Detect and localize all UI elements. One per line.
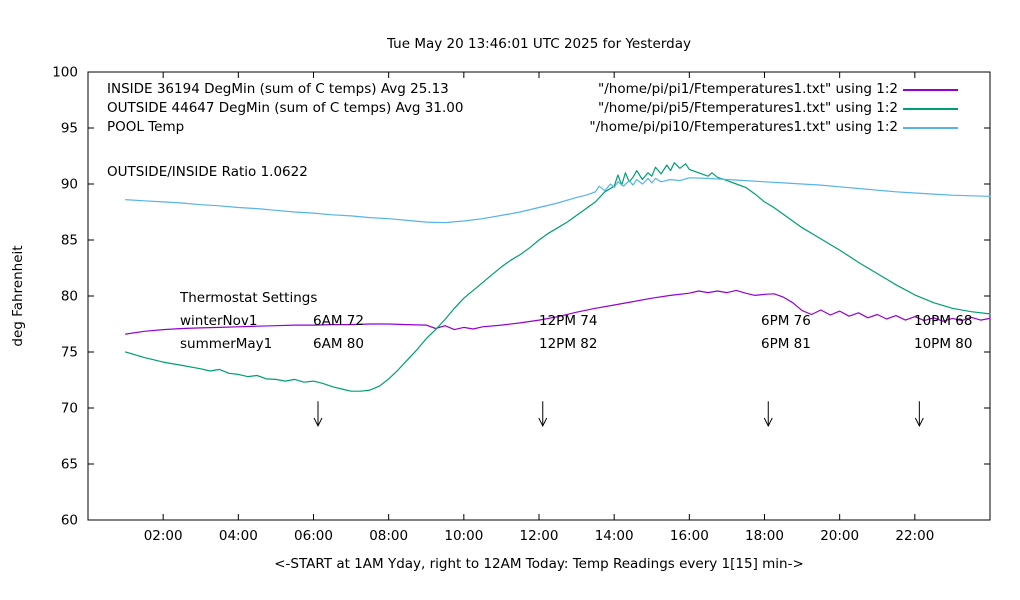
- legend-row-pool: POOL Temp "/home/pi/pi10/Ftemperatures1.…: [0, 119, 1020, 138]
- legend-line-swatch-outside: [903, 108, 958, 110]
- legend-file-outside: "/home/pi/pi5/Ftemperatures1.txt" using …: [598, 100, 898, 116]
- setpoint-arrow-head: [538, 417, 548, 428]
- x-tick-label: 20:00: [820, 528, 859, 544]
- x-tick-label: 06:00: [294, 528, 333, 544]
- y-tick-label: 100: [52, 65, 78, 81]
- legend-file-pool: "/home/pi/pi10/Ftemperatures1.txt" using…: [589, 119, 898, 135]
- thermostat-summer-6am: 6AM 80: [313, 336, 364, 352]
- legend-row-inside: INSIDE 36194 DegMin (sum of C temps) Avg…: [0, 81, 1020, 100]
- y-tick-label: 95: [61, 121, 78, 137]
- x-tick-label: 10:00: [444, 528, 483, 544]
- series-line-inside: [124, 289, 991, 335]
- series-line-pool: [124, 177, 991, 224]
- y-tick-label: 90: [61, 177, 78, 193]
- thermostat-winter-6am: 6AM 72: [313, 313, 364, 329]
- y-tick-label: 65: [61, 457, 78, 473]
- legend-line-swatch-inside: [903, 89, 958, 91]
- legend-file-inside: "/home/pi/pi1/Ftemperatures1.txt" using …: [598, 81, 898, 97]
- x-axis-label: <-START at 1AM Yday, right to 12AM Today…: [274, 556, 804, 572]
- x-tick-label: 18:00: [745, 528, 784, 544]
- legend-label-outside: OUTSIDE 44647 DegMin (sum of C temps) Av…: [107, 100, 464, 116]
- thermostat-summer-6pm: 6PM 81: [761, 336, 811, 352]
- legend-row-outside: OUTSIDE 44647 DegMin (sum of C temps) Av…: [0, 100, 1020, 119]
- legend-label-pool: POOL Temp: [107, 119, 185, 135]
- y-tick-label: 85: [61, 233, 78, 249]
- x-tick-label: 22:00: [895, 528, 934, 544]
- outside-inside-ratio-text: OUTSIDE/INSIDE Ratio 1.0622: [107, 164, 308, 180]
- y-tick-label: 75: [61, 345, 78, 361]
- setpoint-arrow-head: [313, 417, 323, 428]
- y-tick-label: 70: [61, 401, 78, 417]
- thermostat-winter-12pm: 12PM 74: [539, 313, 598, 329]
- y-tick-label: 80: [61, 289, 78, 305]
- thermostat-summer-12pm: 12PM 82: [539, 336, 598, 352]
- setpoint-arrow-head: [914, 417, 924, 428]
- thermostat-summer-10pm: 10PM 80: [914, 336, 973, 352]
- legend-line-swatch-pool: [903, 127, 958, 129]
- x-tick-label: 02:00: [144, 528, 183, 544]
- thermostat-settings-title: Thermostat Settings: [180, 290, 318, 306]
- setpoint-arrow-head: [763, 417, 773, 428]
- legend-label-inside: INSIDE 36194 DegMin (sum of C temps) Avg…: [107, 81, 449, 97]
- x-tick-label: 16:00: [670, 528, 709, 544]
- chart-title: Tue May 20 13:46:01 UTC 2025 for Yesterd…: [386, 36, 692, 52]
- thermostat-winter-6pm: 6PM 76: [761, 313, 811, 329]
- thermostat-summer-row: summerMay1 6AM 80 12PM 82 6PM 81 10PM 80: [0, 336, 1020, 355]
- x-tick-label: 12:00: [520, 528, 559, 544]
- thermostat-winter-row: winterNov1 6AM 72 12PM 74 6PM 76 10PM 68: [0, 313, 1020, 332]
- x-tick-label: 08:00: [369, 528, 408, 544]
- x-tick-label: 14:00: [595, 528, 634, 544]
- series-line-outside: [124, 162, 991, 392]
- thermostat-winter-10pm: 10PM 68: [914, 313, 973, 329]
- thermostat-summer-name: summerMay1: [180, 336, 273, 352]
- thermostat-winter-name: winterNov1: [180, 313, 258, 329]
- x-tick-label: 04:00: [219, 528, 258, 544]
- y-tick-label: 60: [61, 513, 78, 529]
